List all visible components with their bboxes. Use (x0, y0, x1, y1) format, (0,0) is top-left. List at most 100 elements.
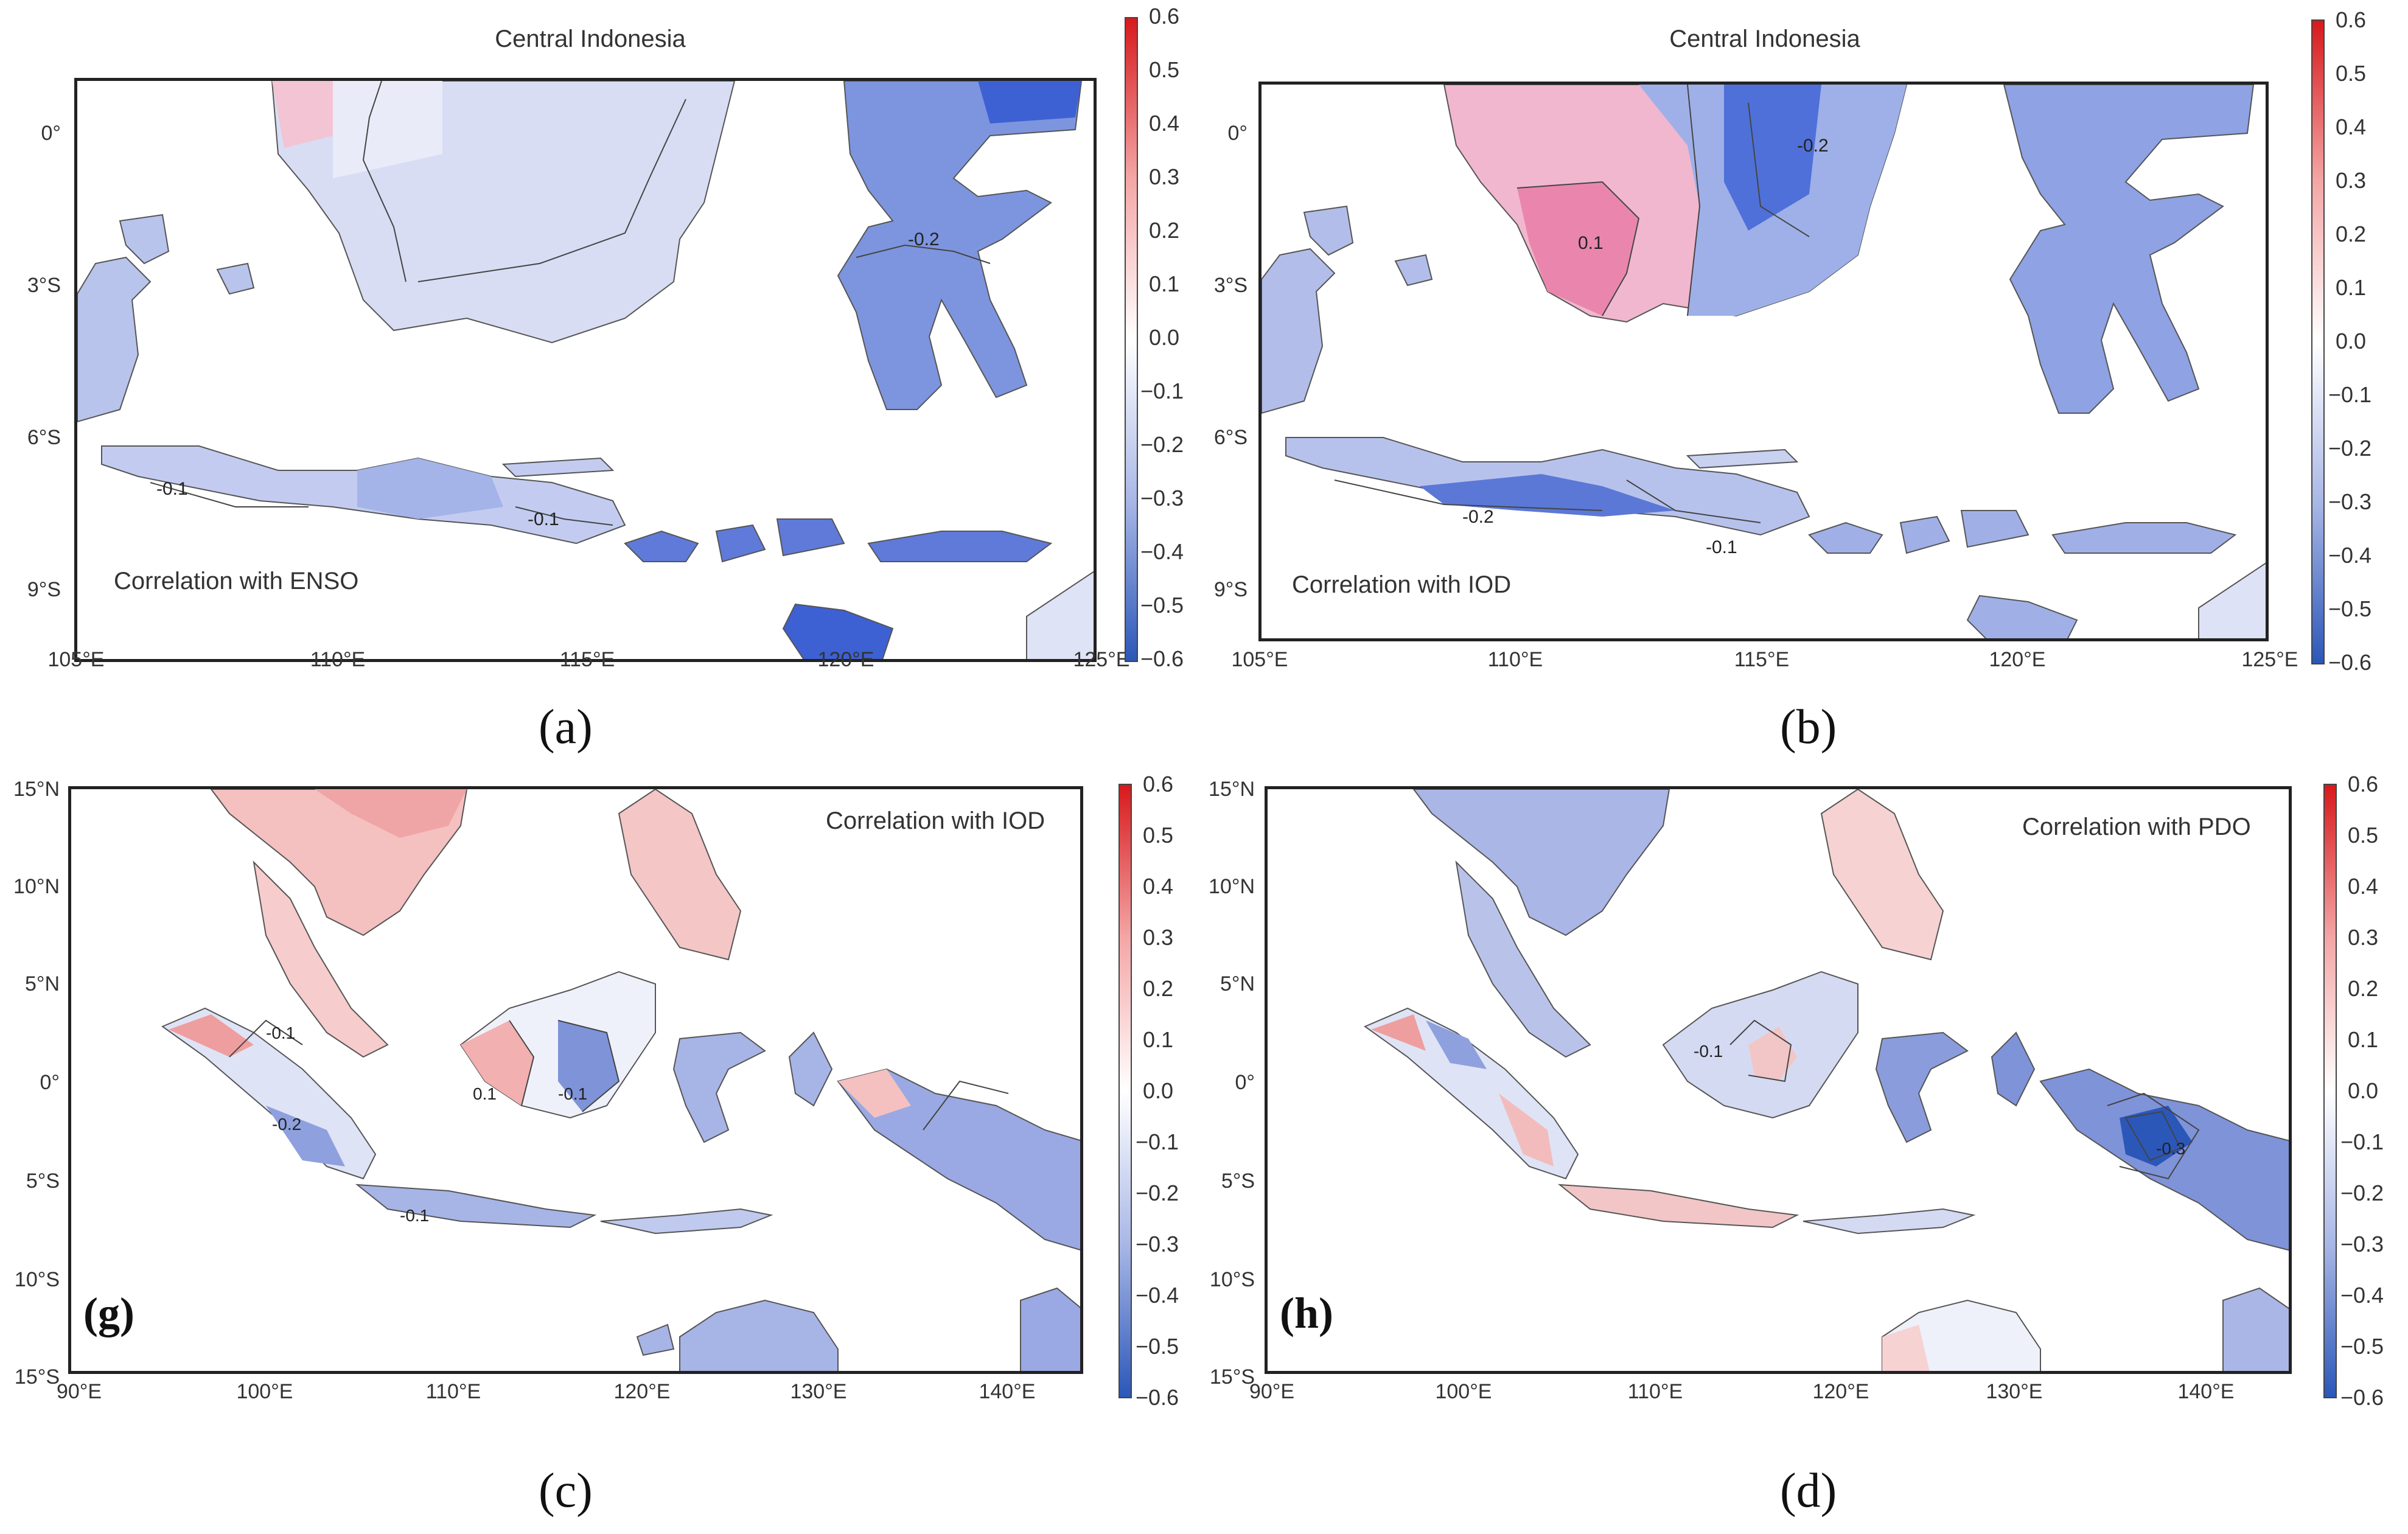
contour-label: -0.1 (400, 1206, 429, 1225)
x-tick-label: 110°E (1487, 648, 1543, 671)
contour-label: 0.1 (1578, 233, 1604, 253)
timor-island (782, 603, 894, 659)
bangka-island (1303, 205, 1354, 256)
x-tick-label: 125°E (1073, 648, 1130, 671)
sulawesi-landmass (2003, 85, 2255, 414)
y-tick-label: 3°S (1213, 274, 1248, 297)
y-tick-label: 5°N (24, 972, 60, 995)
colorbar-tick-label: −0.1 (1140, 378, 1184, 403)
y-tick-label: 10°S (14, 1268, 60, 1291)
panel-c-map: -0.1 -0.2 -0.1 0.1 -0.1 Correlation with… (68, 786, 1083, 1374)
madura-island (1686, 448, 1799, 469)
sumatra-edge (77, 256, 152, 423)
y-tick-label: 6°S (27, 426, 61, 449)
colorbar-tick-label: 0.5 (2336, 61, 2367, 86)
colorbar-tick-label: 0.5 (2348, 823, 2379, 848)
x-tick-label: 100°E (236, 1380, 293, 1403)
colorbar-tick-label: −0.6 (2328, 650, 2372, 675)
y-tick-label: 15°S (14, 1365, 60, 1389)
x-tick-label: 120°E (1812, 1380, 1869, 1403)
sumatra-edge (1262, 248, 1336, 414)
contour-label: -0.1 (558, 1084, 587, 1103)
contour-label: -0.1 (1694, 1042, 1723, 1061)
borneo-pink-patch (272, 81, 333, 148)
timor-island (1966, 594, 2078, 638)
colorbar-tick-label: −0.5 (1140, 593, 1184, 618)
colorbar-tick-label: 0.2 (1149, 218, 1180, 243)
colorbar-tick-label: 0.2 (2348, 976, 2379, 1001)
y-tick-label: 15°N (13, 778, 60, 801)
colorbar-tick-label: 0.2 (2336, 221, 2367, 246)
belitung-island (1394, 254, 1433, 287)
indochina-landmass (1412, 789, 1670, 936)
new-guinea (2039, 1068, 2289, 1251)
y-tick-label: 5°N (1220, 972, 1255, 995)
inner-panel-label: (h) (1280, 1289, 1333, 1337)
contour-label: -0.1 (528, 509, 559, 529)
correlation-label: Correlation with IOD (826, 807, 1045, 834)
colorbar-tick-label: 0.3 (2348, 925, 2379, 950)
lesser-sunda-islands (624, 518, 1053, 563)
y-tick-label: 0° (41, 122, 61, 145)
colorbar-tick-label: 0.2 (1143, 976, 1174, 1001)
x-tick-label: 100°E (1435, 1380, 1492, 1403)
colorbar-tick-label: −0.1 (2340, 1129, 2384, 1154)
panel-a: Central Indonesia (0, 0, 1193, 761)
contour-label: -0.2 (908, 229, 940, 249)
java-landmass (355, 1184, 597, 1229)
panel-c-map-drawing: -0.1 -0.2 -0.1 0.1 -0.1 (161, 789, 1080, 1371)
colorbar-tick-label: −0.6 (1140, 646, 1184, 671)
x-tick-label: 120°E (1989, 648, 2046, 671)
panel-label: (c) (539, 1464, 593, 1518)
y-tick-label: 5°S (1221, 1170, 1255, 1193)
colorbar-tick-label: −0.2 (2328, 436, 2372, 461)
lesser-sunda-islands (1803, 1208, 1976, 1235)
colorbar-tick-label: 0.1 (1143, 1027, 1174, 1052)
colorbar-tick-label: 0.0 (1143, 1078, 1174, 1103)
y-tick-label: 10°N (13, 875, 60, 898)
panel-d-map: -0.1 -0.3 Correlation with PDO (h) (1265, 786, 2292, 1374)
y-tick-label: 15°N (1209, 778, 1255, 801)
panel-label: (a) (539, 700, 593, 754)
colorbar-tick-label: −0.3 (2328, 489, 2372, 514)
colorbar-tick-label: 0.6 (1143, 772, 1174, 797)
colorbar-tick-label: 0.3 (1149, 164, 1180, 189)
colorbar-tick-label: 0.3 (2336, 168, 2367, 193)
colorbar-tick-label: −0.5 (1136, 1334, 1179, 1359)
y-tick-label: 5°S (26, 1170, 60, 1193)
java-landmass (1557, 1184, 1799, 1229)
x-tick-label: 105°E (1231, 648, 1288, 671)
colorbar-tick-label: 0.6 (1149, 4, 1180, 29)
panel-label: (b) (1780, 700, 1837, 754)
colorbar-tick-label: −0.2 (1140, 432, 1184, 457)
contour-label: -0.2 (1797, 136, 1829, 156)
x-tick-label: 105°E (47, 648, 105, 671)
colorbar-tick-label: −0.5 (2328, 596, 2372, 621)
x-tick-label: 110°E (1627, 1380, 1683, 1403)
y-tick-label: 9°S (27, 578, 61, 601)
panel-b: Central Indonesia (1193, 0, 2408, 761)
colorbar-tick-label: 0.6 (2336, 7, 2367, 32)
colorbar-tick-label: 0.0 (1149, 325, 1180, 350)
x-tick-label: 115°E (559, 648, 615, 671)
colorbar-tick-label: −0.4 (2340, 1283, 2384, 1308)
panel-b-map-drawing: 0.1 -0.2 -0.2 -0.1 (1262, 85, 2266, 638)
colorbar-tick-label: −0.3 (1140, 486, 1184, 511)
australia (679, 1299, 839, 1371)
y-tick-label: 0° (1235, 1071, 1255, 1094)
colorbar-tick-label: −0.4 (1140, 539, 1184, 564)
colorbar-tick-label: −0.1 (2328, 382, 2372, 407)
panel-label: (d) (1780, 1464, 1837, 1518)
colorbar-tick-label: 0.0 (2348, 1078, 2379, 1103)
x-tick-label: 130°E (790, 1380, 847, 1403)
x-tick-label: 90°E (56, 1380, 102, 1403)
y-tick-label: 6°S (1213, 426, 1248, 449)
panel-a-title: Central Indonesia (495, 26, 686, 52)
colorbar-tick-label: 0.5 (1149, 57, 1180, 82)
contour-label: -0.2 (1462, 507, 1494, 527)
x-tick-label: 90°E (1249, 1380, 1295, 1403)
colorbar-tick-label: −0.3 (2340, 1232, 2384, 1257)
y-tick-label: 10°S (1209, 1268, 1255, 1291)
y-tick-label: 9°S (1213, 578, 1248, 601)
x-tick-label: 120°E (817, 648, 874, 671)
